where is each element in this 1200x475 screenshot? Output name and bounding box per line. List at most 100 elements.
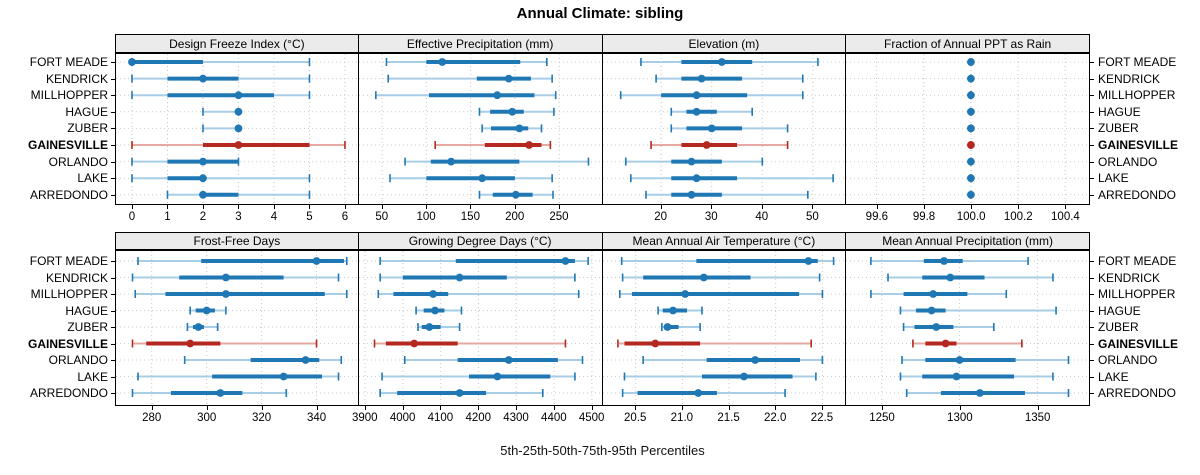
x-tick-label-growing-degree-days-c: 4200 [465, 412, 492, 424]
row-label-left-hague: HAGUE [65, 303, 108, 318]
y-tick-left [111, 128, 115, 129]
row-label-left-lake: LAKE [77, 369, 108, 384]
median-dot-orlando [446, 157, 455, 166]
median-dot-millhopper [929, 290, 938, 298]
x-tick-effective-precipitation-mm [514, 205, 516, 209]
y-tick-right [1090, 112, 1094, 113]
y-tick-right [1090, 162, 1094, 163]
x-tick-label-mean-annual-air-temperature-c: 21.0 [670, 412, 694, 424]
median-dot-gainesville [186, 339, 195, 348]
x-tick-effective-precipitation-mm [558, 205, 560, 209]
median-dot-fort-meade [561, 257, 570, 265]
x-tick-label-mean-annual-precipitation-mm: 1300 [947, 412, 973, 424]
row-label-left-fort-meade: FORT MEADE [29, 55, 108, 69]
x-tick-mean-annual-air-temperature-c [635, 406, 637, 410]
median-dot-millhopper [967, 91, 976, 100]
x-tick-label-design-freeze-index-c: 3 [235, 211, 242, 223]
x-tick-design-freeze-index-c [131, 205, 133, 209]
x-tick-growing-degree-days-c [591, 406, 593, 410]
y-tick-right [1090, 344, 1094, 345]
row-label-left-millhopper: MILLHOPPER [30, 88, 108, 103]
median-dot-arredondo [967, 190, 976, 199]
row-label-right-lake: LAKE [1098, 171, 1129, 186]
x-tick-growing-degree-days-c [402, 406, 404, 410]
x-tick-label-fraction-of-annual-ppt-as-rain: 99.6 [865, 211, 889, 223]
median-dot-millhopper [692, 91, 700, 100]
y-tick-right [1090, 128, 1094, 129]
x-tick-label-mean-annual-air-temperature-c: 21.5 [717, 412, 740, 424]
x-tick-fraction-of-annual-ppt-as-rain [1065, 205, 1067, 209]
x-tick-label-mean-annual-air-temperature-c: 20.5 [623, 412, 647, 424]
row-label-left-zuber: ZUBER [67, 320, 108, 334]
strip-fraction-of-annual-ppt-as-rain: Fraction of Annual PPT as Rain [845, 34, 1090, 53]
y-tick-left [111, 294, 115, 295]
x-tick-label-growing-degree-days-c: 4000 [389, 412, 416, 424]
panel-plot-design-freeze-index-c [116, 54, 358, 204]
x-tick-label-growing-degree-days-c: 4500 [578, 412, 605, 424]
median-dot-zuber [932, 323, 941, 331]
median-dot-arredondo [693, 389, 702, 397]
y-tick-right [1090, 278, 1094, 279]
x-tick-elevation-m [660, 205, 662, 209]
y-tick-right [1090, 311, 1094, 312]
row-label-right-hague: HAGUE [1098, 104, 1141, 119]
row-label-right-kendrick: KENDRICK [1098, 71, 1161, 86]
y-tick-left [111, 79, 115, 80]
x-tick-design-freeze-index-c [273, 205, 275, 209]
x-tick-effective-precipitation-mm [381, 205, 383, 209]
row-label-left-fort-meade: FORT MEADE [29, 254, 108, 268]
x-tick-design-freeze-index-c [202, 205, 204, 209]
y-tick-left [111, 112, 115, 113]
median-dot-arredondo [687, 190, 695, 199]
x-tick-label-mean-annual-air-temperature-c: 22.0 [764, 412, 787, 424]
x-tick-label-elevation-m: 40 [755, 211, 769, 223]
x-tick-label-mean-annual-air-temperature-c: 22.5 [810, 412, 834, 424]
median-dot-zuber [707, 124, 716, 133]
median-dot-orlando [687, 157, 695, 166]
median-dot-zuber [234, 124, 243, 133]
y-tick-left [111, 278, 115, 279]
y-tick-left [111, 162, 115, 163]
row-label-right-hague: HAGUE [1098, 303, 1141, 318]
median-dot-gainesville [941, 339, 950, 348]
panel-plot-frost-free-days [116, 251, 358, 405]
y-tick-left [111, 393, 115, 394]
strip-growing-degree-days-c: Growing Degree Days (°C) [357, 232, 603, 250]
y-tick-right [1090, 178, 1094, 179]
row-label-right-kendrick: KENDRICK [1098, 270, 1161, 285]
x-tick-frost-free-days [316, 406, 318, 410]
median-dot-hague [508, 107, 516, 116]
median-dot-hague [430, 306, 439, 315]
median-dot-fort-meade [940, 257, 949, 265]
y-tick-right [1090, 393, 1094, 394]
median-dot-hague [927, 306, 936, 315]
median-dot-arredondo [216, 389, 225, 397]
x-tick-mean-annual-precipitation-mm [882, 406, 884, 410]
x-tick-mean-annual-air-temperature-c [681, 406, 683, 410]
median-dot-arredondo [511, 190, 520, 199]
panel-plot-mean-annual-precipitation-mm [846, 251, 1089, 405]
median-dot-arredondo [199, 190, 207, 199]
x-tick-label-fraction-of-annual-ppt-as-rain: 100.0 [956, 211, 986, 223]
y-tick-left [111, 360, 115, 361]
x-tick-design-freeze-index-c [344, 205, 346, 209]
panel-growing-degree-days-c [357, 250, 603, 406]
row-label-right-orlando: ORLANDO [1098, 154, 1158, 169]
strip-title: Fraction of Annual PPT as Rain [884, 36, 1052, 51]
x-tick-mean-annual-air-temperature-c [821, 406, 823, 410]
row-label-right-zuber: ZUBER [1098, 121, 1139, 136]
panel-mean-annual-precipitation-mm [845, 250, 1090, 406]
row-label-right-fort-meade: FORT MEADE [1098, 55, 1177, 69]
median-dot-orlando [967, 157, 976, 166]
strip-title: Mean Annual Air Temperature (°C) [632, 234, 816, 248]
x-tick-label-elevation-m: 30 [704, 211, 718, 223]
x-tick-mean-annual-air-temperature-c [775, 406, 777, 410]
median-dot-lake [952, 372, 961, 381]
row-label-right-zuber: ZUBER [1098, 320, 1139, 334]
x-tick-growing-degree-days-c [516, 406, 518, 410]
y-tick-left [111, 95, 115, 96]
x-tick-label-mean-annual-precipitation-mm: 1350 [1024, 412, 1051, 424]
median-dot-fort-meade [804, 257, 812, 265]
x-tick-mean-annual-air-temperature-c [728, 406, 730, 410]
median-dot-millhopper [428, 290, 437, 298]
